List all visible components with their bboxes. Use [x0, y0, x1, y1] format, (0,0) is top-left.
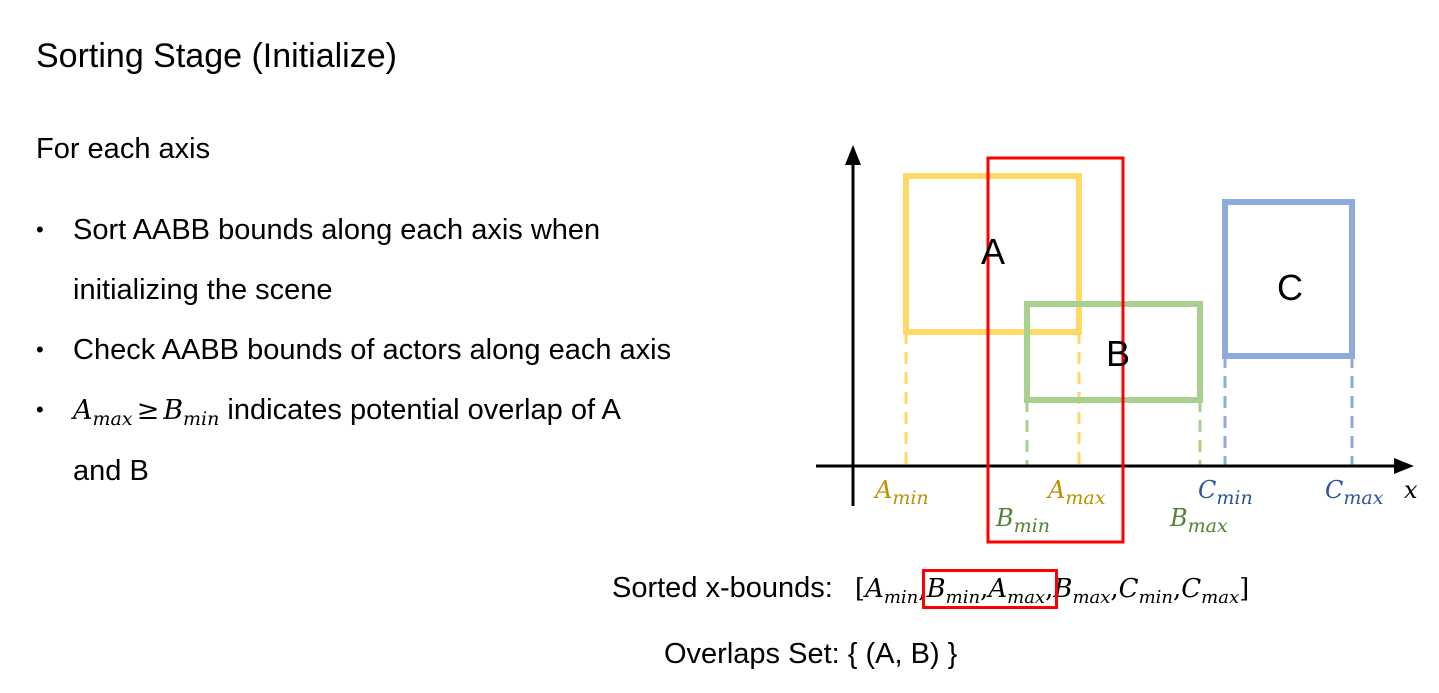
bullet-dot-icon: • [36, 337, 44, 362]
highlight-box [986, 156, 1125, 544]
sorted-bounds-line: Sorted x-bounds: [Amin,Bmin,Amax,Bmax,Cm… [612, 568, 1249, 609]
overlap-condition-formula: Amax ≥ Bmin [73, 395, 220, 430]
sorted-item: Amin [865, 574, 919, 608]
sorted-bounds-label: Sorted x-bounds: [612, 572, 833, 604]
sorted-item: Cmax [1181, 574, 1240, 608]
box-b [1024, 301, 1203, 403]
bullet-item: • Amax ≥ Bmin indicates potential overlap … [36, 380, 776, 501]
bullet-text-line: Sort AABB bounds along each axis when [73, 214, 601, 246]
label-b-min: Bmin [995, 504, 1050, 537]
axes [816, 160, 1398, 506]
label-a-max: Amax [1046, 476, 1106, 509]
slide-title: Sorting Stage (Initialize) [36, 37, 397, 75]
bullet-list: • Sort AABB bounds along each axis when … [36, 200, 776, 501]
x-axis-arrow-icon [1394, 458, 1414, 474]
bullet-dot-icon: • [36, 397, 44, 422]
projection-lines [904, 332, 1354, 466]
y-axis-arrow-icon [845, 145, 861, 165]
box-c [1222, 199, 1355, 359]
intro-text: For each axis [36, 133, 211, 165]
label-b-max: Bmax [1169, 504, 1228, 537]
sorted-item: Amax [988, 574, 1046, 608]
sorted-item: Cmin [1118, 574, 1173, 608]
bullet-text-line: initializing the scene [73, 274, 333, 306]
sorted-bounds-list: [Amin,Bmin,Amax,Bmax,Cmin,Cmax] [854, 569, 1250, 609]
x-axis-label: x [1404, 476, 1418, 504]
box-c-label: C [1277, 267, 1303, 308]
sorted-item: Bmax [1053, 574, 1111, 608]
bullet-text-line: and B [73, 455, 149, 487]
overlaps-set: Overlaps Set: { (A, B) } [664, 638, 958, 670]
label-c-min: Cmin [1198, 476, 1253, 509]
box-a-label: A [981, 231, 1005, 272]
bullet-item: • Check AABB bounds of actors along each… [36, 320, 776, 380]
bullet-text-line: Amax ≥ Bmin indicates potential overlap of… [73, 394, 621, 430]
box-b-label: B [1106, 333, 1130, 374]
bullet-text-line: Check AABB bounds of actors along each a… [73, 334, 672, 366]
sorted-item: Bmin [926, 574, 981, 608]
bullet-dot-icon: • [36, 217, 44, 242]
label-a-min: Amin [873, 476, 929, 509]
sorted-highlight-box: Bmin,Amax, [921, 569, 1059, 609]
box-a [903, 173, 1082, 335]
label-c-max: Cmax [1325, 476, 1384, 509]
bullet-item: • Sort AABB bounds along each axis when … [36, 200, 776, 320]
